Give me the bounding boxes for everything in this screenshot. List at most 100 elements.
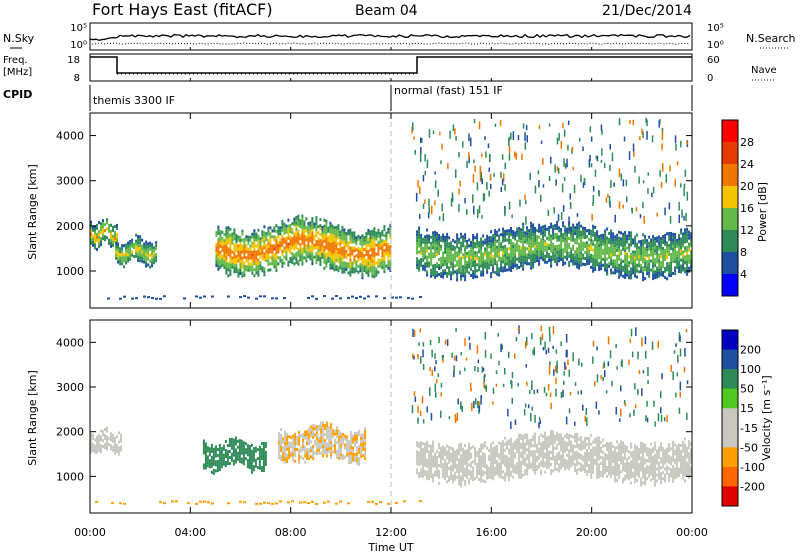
heatmap-cell <box>340 444 343 448</box>
heatmap-cell <box>462 459 465 463</box>
heatmap-cell <box>351 267 354 271</box>
heatmap-cell <box>229 251 232 255</box>
heatmap-cell <box>106 221 108 225</box>
scatter-cell <box>479 165 482 175</box>
heatmap-cell <box>294 441 297 445</box>
heatmap-cell <box>298 439 301 443</box>
heatmap-cell <box>342 442 345 446</box>
heatmap-cell <box>262 469 265 472</box>
heatmap-cell <box>456 475 459 479</box>
heatmap-cell <box>668 234 671 238</box>
heatmap-cell <box>622 477 625 481</box>
heatmap-cell <box>383 234 386 238</box>
heatmap-cell <box>562 260 565 264</box>
heatmap-cell <box>492 243 495 247</box>
heatmap-cell <box>496 245 499 249</box>
heatmap-cell <box>454 270 457 274</box>
scatter-cell <box>661 143 663 150</box>
heatmap-cell <box>580 254 583 258</box>
heatmap-cell <box>212 459 215 463</box>
heatmap-cell <box>458 470 461 474</box>
heatmap-cell <box>248 454 251 457</box>
heatmap-cell <box>616 257 619 261</box>
heatmap-cell <box>335 258 338 262</box>
scatter-cell <box>600 160 603 164</box>
heatmap-cell <box>324 445 327 448</box>
heatmap-cell <box>428 240 431 244</box>
heatmap-cell <box>472 273 475 276</box>
heatmap-cell <box>298 451 301 455</box>
heatmap-cell <box>436 467 439 471</box>
heatmap-cell <box>540 460 543 464</box>
heatmap-cell <box>104 238 106 242</box>
heatmap-cell <box>255 268 258 272</box>
heatmap-cell <box>383 255 386 259</box>
heatmap-cell <box>336 435 339 439</box>
heatmap-cell <box>228 462 231 465</box>
heatmap-cell <box>339 257 342 261</box>
heatmap-cell <box>592 446 595 450</box>
heatmap-cell <box>550 463 553 466</box>
near-range-cell <box>419 295 422 298</box>
heatmap-cell <box>229 272 232 276</box>
heatmap-cell <box>560 466 563 470</box>
heatmap-cell <box>684 237 687 241</box>
heatmap-cell <box>353 231 356 235</box>
heatmap-cell <box>259 240 262 244</box>
heatmap-cell <box>444 244 447 248</box>
scatter-cell <box>524 142 527 150</box>
heatmap-cell <box>244 451 247 455</box>
heatmap-cell <box>618 236 621 240</box>
heatmap-cell <box>325 237 328 241</box>
heatmap-cell <box>387 227 390 231</box>
heatmap-cell <box>316 443 319 447</box>
heatmap-cell <box>526 247 529 251</box>
heatmap-cell <box>387 251 390 255</box>
heatmap-cell <box>506 229 509 233</box>
heatmap-cell <box>596 233 599 237</box>
heatmap-cell <box>618 449 621 453</box>
heatmap-cell <box>494 244 497 248</box>
heatmap-cell <box>310 455 313 459</box>
heatmap-cell <box>458 446 461 450</box>
heatmap-cell <box>260 469 263 473</box>
heatmap-cell <box>315 243 318 247</box>
heatmap-cell <box>456 245 459 249</box>
heatmap-cell <box>316 446 319 450</box>
heatmap-cell <box>290 445 293 449</box>
heatmap-cell <box>576 250 579 254</box>
heatmap-cell <box>506 467 509 471</box>
heatmap-cell <box>321 246 324 250</box>
heatmap-cell <box>526 256 529 260</box>
heatmap-cell <box>379 258 382 262</box>
heatmap-cell <box>618 476 621 480</box>
heatmap-cell <box>654 276 657 280</box>
heatmap-cell <box>237 274 240 278</box>
heatmap-cell <box>596 448 599 452</box>
heatmap-cell <box>456 260 459 264</box>
heatmap-cell <box>353 258 356 262</box>
freq-trace <box>90 56 692 74</box>
heatmap-cell <box>512 233 515 236</box>
heatmap-cell <box>614 235 617 239</box>
heatmap-cell <box>528 262 531 266</box>
scatter-cell <box>571 146 574 152</box>
heatmap-cell <box>220 456 223 460</box>
heatmap-cell <box>420 462 423 466</box>
heatmap-cell <box>322 427 325 431</box>
heatmap-cell <box>251 268 254 272</box>
heatmap-cell <box>314 442 317 446</box>
heatmap-cell <box>556 223 559 227</box>
heatmap-cell <box>474 236 477 240</box>
heatmap-cell <box>450 452 453 456</box>
heatmap-cell <box>510 449 513 453</box>
heatmap-cell <box>576 262 579 266</box>
heatmap-cell <box>255 250 258 254</box>
heatmap-cell <box>534 468 537 472</box>
scatter-cell <box>511 214 513 218</box>
heatmap-cell <box>371 253 374 257</box>
heatmap-cell <box>118 446 120 450</box>
heatmap-cell <box>333 265 336 269</box>
heatmap-cell <box>309 221 312 225</box>
heatmap-cell <box>343 246 346 250</box>
